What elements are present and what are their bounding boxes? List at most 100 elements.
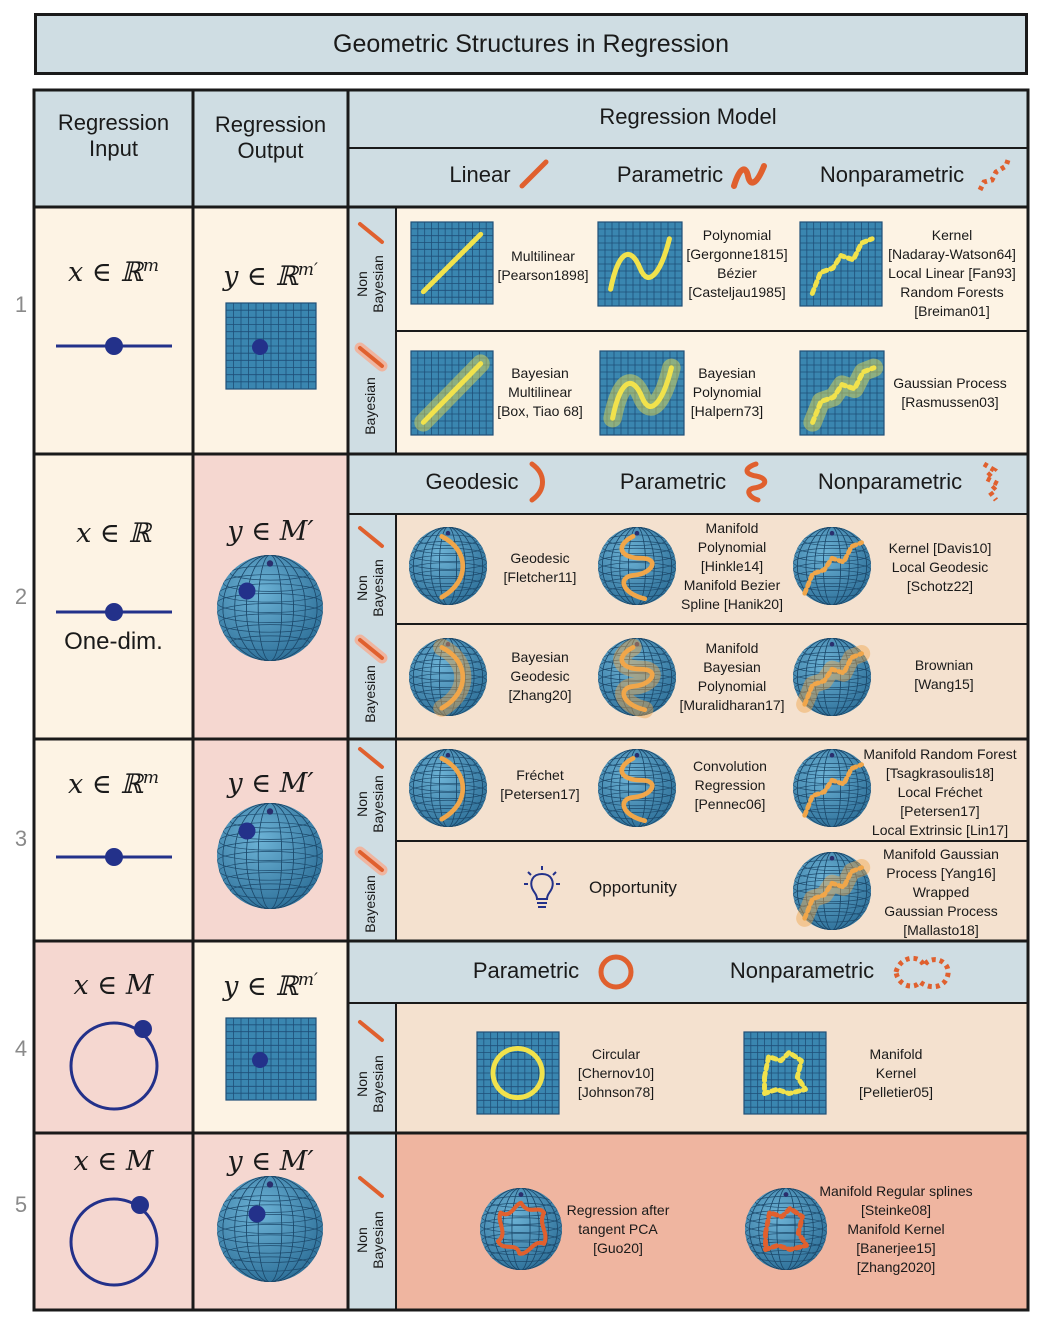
s4-nonparametric-label: Nonparametric [729,958,875,983]
r1-nb-cell [396,207,1028,331]
r3-b-gp-sphere [793,852,871,930]
side-r5 [348,1133,396,1310]
r2-output-math: y ∈ M′ [227,516,314,547]
nonparametric-dots-icon [977,159,1011,192]
row4-input-cell [34,941,193,1133]
lightbulb-icon [524,866,560,908]
r2-b-geodesic-sphere [409,638,487,717]
nb-line-icon-r4 [358,1020,384,1042]
r1-output-math: y ∈ ℝm′ [223,260,318,292]
circle-icon [598,954,634,990]
r4-nb-kernel-text: Manifold Kernel [Pelletier05] [859,1046,933,1100]
r2-b-poly-text: Manifold Bayesian Polynomial [Muralidhar… [679,640,785,713]
r2-b-cell [396,624,1028,739]
r3-nb-frechet-sphere [409,749,487,827]
nonparametric-dotted-squiggle-icon [981,461,1003,502]
r4-nb-circular-plot [476,1031,560,1115]
r1-input-math: x ∈ ℝm [68,256,159,288]
r3-nb-cell [396,739,1028,841]
nb-line-icon-r5 [358,1176,384,1198]
r3-nb-conv-text: Convolution Regression [Pennec06] [693,758,767,812]
side-r3 [348,739,396,941]
r1-b-gp-plot [799,350,885,436]
r2-b-poly-sphere [598,638,676,719]
r1-nb-kernel-text: Kernel [Nadaray-Watson64] Local Linear [… [888,227,1016,319]
linear-line-icon [519,159,549,189]
geodesic-arc-icon [529,461,545,503]
r1-b-cell [396,331,1028,454]
r2-nb-poly-text: Manifold Polynomial [Hinkle14] Manifold … [681,520,783,612]
s2-parametric-label: Parametric [619,469,727,494]
title-box: Geometric Structures in Regression [34,13,1028,75]
r1-nb-poly-text: Polynomial [Gergonne1815] Bézier [Castel… [686,227,788,300]
s2-geodesic-label: Geodesic [425,469,519,494]
s4-parametric-label: Parametric [472,958,580,983]
r3-b-opportunity-text: Opportunity [589,878,677,897]
r4-nb-circular-text: Circular [Chernov10] [Johnson78] [577,1046,655,1100]
row1-input-cell [34,207,193,454]
side-r2 [348,514,396,739]
r3-output-sphere [217,803,323,909]
bayes-label-r2: Bayesian [362,665,378,723]
row5-input-cell [34,1133,193,1310]
s2-nonparametric-label: Nonparametric [817,469,963,494]
bayes-band-icon-r2 [354,634,388,664]
bayes-band-icon-r1 [354,342,388,372]
row-number-5: 5 [14,1192,28,1217]
r4-input-math: x ∈ M [73,970,154,1001]
r3-output-math: y ∈ M′ [227,768,314,799]
nb-line-icon-r3 [358,747,384,769]
nb-label-r3: Non Bayesian [354,775,387,833]
r2-b-geodesic-text: Bayesian Geodesic [Zhang20] [508,649,572,703]
r1-nb-poly-plot [597,221,683,307]
bayes-label-r3: Bayesian [362,875,378,933]
parametric-wave-icon [731,163,767,189]
r1-nb-kernel-plot [799,221,883,307]
r5-nb-spline-text: Manifold Regular splines [Steinke08] Man… [819,1183,973,1275]
nb-line-icon-r2 [358,526,384,548]
r5-output-math: y ∈ M′ [227,1146,314,1177]
r3-input-math: x ∈ ℝm [68,768,159,800]
nb-label-r4: Non Bayesian [354,1055,387,1113]
r1-b-gp-text: Gaussian Process [Rasmussen03] [893,375,1007,410]
input-header-label: Regression Input [57,110,170,162]
nb-label-r2: Non Bayesian [354,559,387,617]
r5-input-math: x ∈ M [73,1146,154,1177]
r2-output-sphere [217,555,323,661]
r2-b-brownian-sphere [793,638,871,716]
dotted-loop-icon [893,955,951,990]
r2-nb-poly-sphere [598,527,676,605]
row2-input-cell [34,454,193,739]
input-header: Regression Input [34,90,193,207]
r3-nb-conv-sphere [598,749,676,827]
r5-nb-pca-sphere [480,1188,562,1270]
r3-input-line [56,848,172,866]
r1-nb-linear-text: Multilinear [Pearson1898] [497,248,589,283]
nb-label-r5: Non Bayesian [354,1211,387,1269]
r4-output-math: y ∈ ℝm′ [223,970,318,1002]
bayes-band-icon-r3 [354,846,388,876]
r5-nb-spline-sphere [745,1188,827,1270]
model-header-label: Regression Model [599,104,777,129]
r1-b-linear-text: Bayesian Multilinear [Box, Tiao 68] [497,365,583,419]
r1-b-poly-plot [599,350,685,436]
row-number-1: 1 [14,292,28,317]
r4-output-grid [225,1017,317,1101]
r2-nb-kernel-text: Kernel [Davis10] Local Geodesic [Schotz2… [888,540,992,594]
r3-nb-forest-sphere [793,749,871,827]
r1-b-poly-text: Bayesian Polynomial [Halpern73] [690,365,764,419]
r1-nb-linear-plot [410,221,494,305]
s1-nonparametric-label: Nonparametric [819,162,965,187]
s1-linear-label: Linear [449,162,511,187]
r1-input-line [56,337,172,355]
row3-input-cell [34,739,193,941]
page-title: Geometric Structures in Regression [333,30,729,58]
nb-label-r1: Non Bayesian [354,255,387,313]
row-number-2: 2 [14,584,28,609]
output-header-label: Regression Output [214,112,327,164]
r3-b-gp-text: Manifold Gaussian Process [Yang16] Wrapp… [883,846,999,938]
r3-nb-frechet-text: Fréchet [Petersen17] [500,767,580,802]
section4-header [348,941,1028,1003]
r3-nb-forest-text: Manifold Random Forest [Tsagkrasoulis18]… [863,746,1017,838]
